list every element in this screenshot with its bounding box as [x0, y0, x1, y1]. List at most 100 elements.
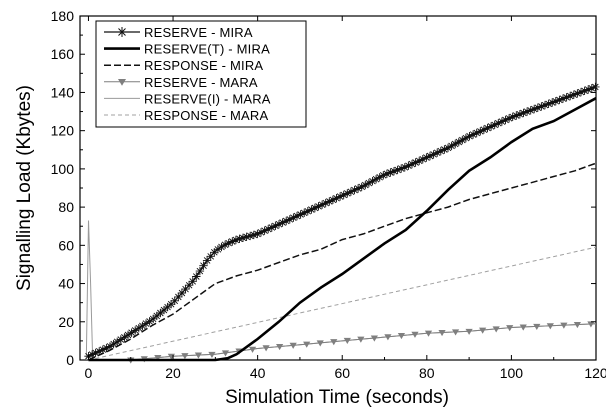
star-marker: [461, 133, 471, 143]
triangle-marker: [316, 340, 324, 347]
star-marker: [199, 261, 208, 270]
x-axis-title: Simulation Time (seconds): [225, 387, 449, 408]
series-reserve-t-mira: [88, 97, 597, 362]
y-tick-label: 180: [51, 8, 75, 24]
star-marker: [558, 94, 568, 103]
tick-layer: 0 20 40 60 80 100 120 0 20 40 60 80 100 120 140 160 180: [51, 8, 606, 381]
star-marker: [573, 89, 582, 98]
star-marker: [522, 107, 532, 116]
legend-label: RESPONSE - MARA: [144, 108, 268, 123]
star-marker: [433, 148, 442, 157]
star-marker: [131, 326, 140, 335]
y-tick-label: 60: [58, 237, 74, 253]
star-marker: [149, 314, 158, 323]
star-marker: [256, 228, 266, 237]
triangle-marker: [208, 351, 216, 359]
star-marker: [285, 215, 294, 224]
star-marker: [317, 200, 327, 209]
star-marker: [454, 137, 463, 147]
star-marker: [188, 277, 197, 286]
star-marker: [458, 135, 467, 145]
star-marker: [389, 167, 399, 176]
star-marker: [141, 319, 151, 328]
star-marker: [260, 226, 269, 235]
star-marker: [490, 120, 499, 129]
triangle-marker: [479, 327, 487, 334]
star-marker: [95, 347, 104, 356]
star-marker: [508, 112, 517, 121]
series-response-mira: [88, 162, 597, 361]
star-marker: [483, 123, 492, 133]
star-marker: [551, 97, 560, 106]
triangle-marker: [546, 323, 554, 330]
star-marker: [530, 104, 539, 114]
star-marker: [411, 158, 420, 167]
star-marker: [465, 132, 474, 141]
star-marker: [443, 143, 453, 153]
star-marker: [393, 165, 402, 175]
star-marker: [404, 161, 413, 170]
x-tick-label: 120: [584, 365, 606, 381]
triangle-marker: [194, 352, 203, 359]
star-marker: [325, 197, 334, 206]
y-tick-label: 40: [58, 276, 74, 292]
star-marker: [202, 256, 212, 265]
x-tick-label: 0: [85, 365, 93, 381]
star-marker: [109, 339, 118, 349]
star-marker: [138, 321, 147, 331]
y-tick-label: 20: [58, 314, 74, 330]
y-tick-label: 120: [51, 123, 75, 139]
star-marker: [170, 296, 179, 305]
triangle-marker: [506, 325, 514, 332]
star-marker: [116, 335, 125, 344]
star-marker: [533, 103, 542, 112]
star-marker: [289, 213, 298, 222]
star-marker: [249, 230, 258, 240]
y-tick-label: 80: [58, 199, 74, 215]
triangle-marker: [451, 329, 460, 336]
triangle-marker: [573, 322, 581, 329]
triangle-marker: [248, 346, 257, 353]
triangle-marker: [492, 326, 500, 333]
star-marker: [584, 85, 593, 94]
star-marker: [314, 202, 323, 211]
star-marker: [174, 292, 183, 302]
star-marker: [235, 234, 244, 243]
star-marker: [515, 110, 525, 119]
triangle-marker: [154, 355, 162, 362]
star-marker: [361, 180, 370, 190]
triangle-marker: [384, 334, 392, 341]
star-marker: [497, 117, 507, 126]
star-marker: [400, 163, 409, 172]
star-marker: [580, 86, 589, 95]
triangle-marker: [424, 330, 433, 337]
star-marker: [415, 156, 424, 166]
star-marker: [350, 185, 359, 195]
star-marker: [300, 208, 309, 217]
star-marker: [440, 145, 449, 154]
star-marker: [307, 205, 316, 214]
star-marker: [177, 288, 187, 298]
star-marker: [303, 207, 312, 216]
star-marker: [479, 125, 489, 134]
star-marker: [544, 99, 553, 108]
star-marker: [519, 108, 528, 118]
star-marker: [353, 184, 363, 193]
star-marker: [184, 281, 194, 290]
star-marker: [422, 153, 431, 162]
star-marker: [166, 300, 176, 309]
star-marker: [246, 231, 255, 241]
x-tick-label: 20: [165, 365, 181, 381]
star-marker: [512, 111, 521, 120]
star-marker: [278, 218, 287, 227]
series-response-mara: [88, 246, 597, 361]
star-marker: [224, 238, 233, 248]
star-marker: [210, 248, 219, 257]
legend-star-marker: [117, 27, 127, 37]
star-marker: [195, 266, 205, 276]
x-tick-label: 60: [334, 365, 350, 381]
star-marker: [264, 224, 273, 234]
